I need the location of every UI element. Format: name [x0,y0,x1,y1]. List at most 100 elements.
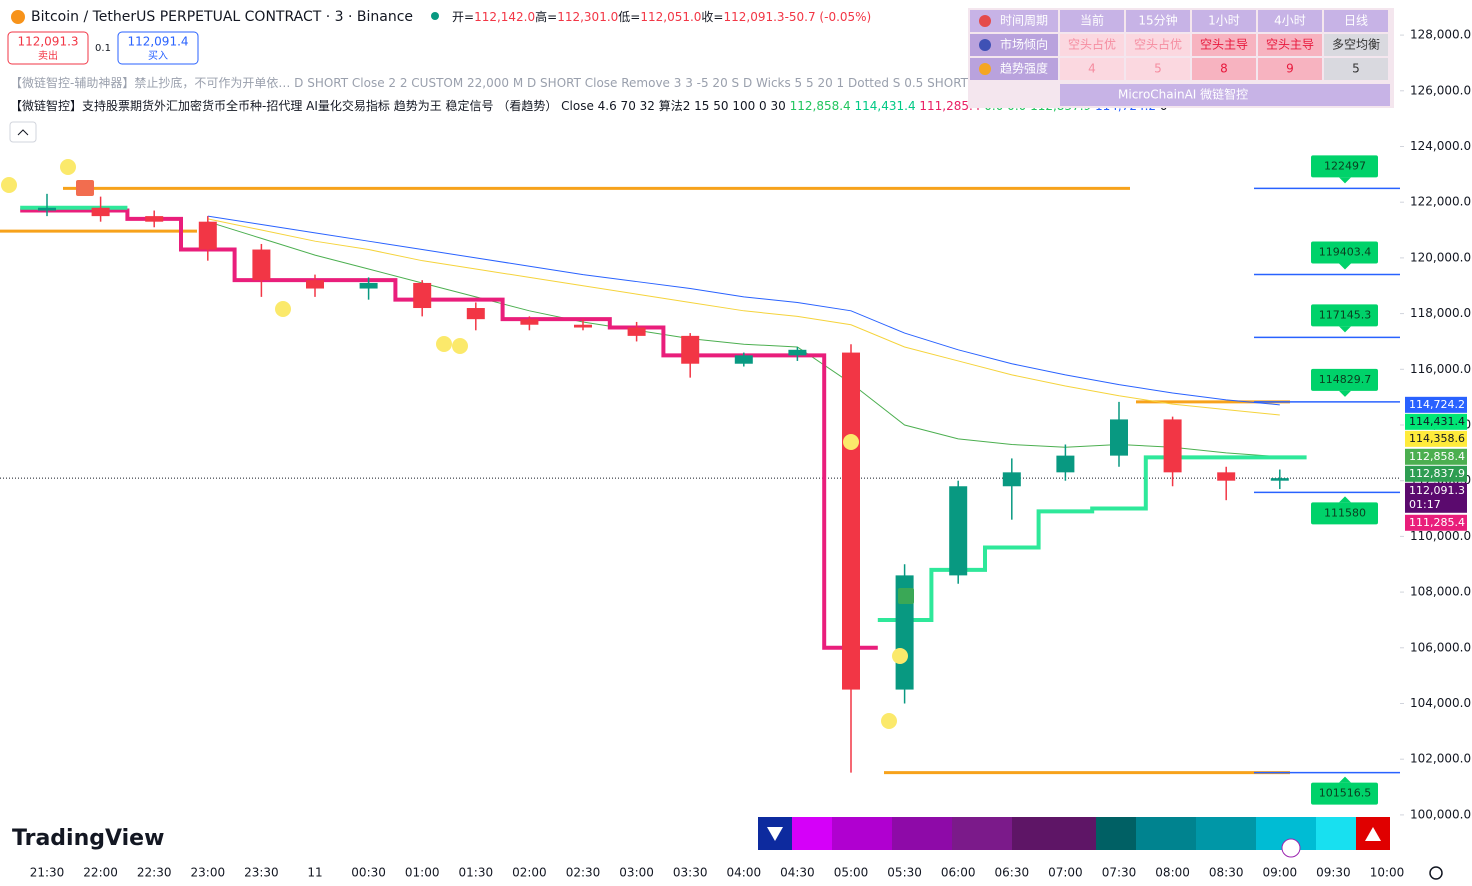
trend-bar [758,817,1390,858]
table-cell [1126,10,1190,32]
candle-body [413,282,432,309]
ohlc-item: 高= [535,9,557,24]
indicator-line [207,218,1280,416]
indicator-line [20,208,878,650]
table-text: 市场倾向 [1000,37,1048,52]
y-tick-label: 100,000.0 [1410,807,1471,821]
indicator-line: 【微链智控】支持股票期货外汇加密货币全币种-招代理 AI量化交易指标 趋势为王 … [10,98,1168,113]
ohlc-legend: 开=112,142.0高=112,301.0低=112,051.0收=112,0… [452,9,871,24]
level-pointer [1339,177,1351,184]
level-pointer [1339,776,1351,783]
price-label: 112,091.3 [1409,484,1465,497]
level-box [1311,782,1378,805]
table-cell [970,10,1058,32]
table-cell [970,34,1058,56]
price-label-bg [1405,413,1467,430]
table-text: 趋势强度 [1000,61,1048,76]
x-tick-label: 04:00 [727,866,762,880]
table-text: 时间周期 [1000,14,1048,28]
y-tick-label: 106,000.0 [1410,640,1471,654]
table-text: 5 [1352,62,1360,76]
level-label: 122497 [1324,159,1366,172]
y-tick-label: 124,000.0 [1410,139,1471,153]
chart-title: Bitcoin / TetherUS PERPETUAL CONTRACT · … [31,9,413,25]
table-text: 空头主导 [1266,38,1314,52]
ohlc-item: 112,091.3 [723,10,784,24]
coin-icon [11,10,25,24]
x-tick-label: 01:00 [405,866,440,880]
candle-body [1002,472,1021,487]
candle-body [466,308,485,320]
table-text: 5 [1154,62,1162,76]
table-cell [970,58,1058,80]
settings-icon[interactable] [1429,866,1443,880]
x-tick-label: 07:30 [1102,866,1137,880]
x-tick-label: 05:00 [834,866,869,880]
x-tick-label: 10:00 [1370,866,1405,880]
table-cell [1192,34,1256,56]
x-tick-label: 02:00 [512,866,547,880]
candle-body [574,324,592,328]
candle-body [1163,419,1182,473]
price-label: 114,358.6 [1409,432,1465,445]
level-box [1311,241,1378,264]
table-text: 4小时 [1274,14,1306,28]
level-box [1311,502,1378,525]
x-tick-label: 09:00 [1263,866,1298,880]
x-tick-label: 22:30 [137,866,172,880]
candle-body [1056,455,1075,473]
ohlc-item: 收= [701,10,723,24]
table-cell [1126,58,1190,80]
indicator-line [207,221,1280,458]
price-label: 112,858.4 [1409,450,1465,463]
level-box [1311,304,1378,327]
level-pointer [1339,326,1351,333]
price-label: 114,431.4 [1409,415,1465,428]
table-icon [979,15,991,27]
price-label-bg [1405,465,1467,482]
table-footer: MicroChainAI 微链智控 [1118,87,1248,102]
x-tick-label: 03:00 [619,866,654,880]
buy-price: 112,091.4 [127,35,188,49]
price-label-bg [1405,448,1467,465]
indicator-segment: 112,858.4 [790,99,855,113]
level-label: 101516.5 [1319,787,1372,800]
buy-button[interactable] [117,31,199,65]
signal-tag [898,588,914,604]
candle-body [627,327,646,336]
price-label-bg [1405,482,1467,513]
table-cell [1324,34,1388,56]
ohlc-item: 112,301.0 [557,10,618,24]
x-tick-label: 08:30 [1209,866,1244,880]
table-cell [1060,58,1124,80]
candle-body [198,221,217,250]
table-text: 15分钟 [1138,13,1177,28]
candle-body [681,335,700,364]
x-tick-label: 21:30 [30,866,65,880]
level-label: 111580 [1324,506,1366,519]
table-text: 9 [1286,62,1294,76]
price-label-bg [1405,430,1467,447]
sell-button[interactable] [7,31,89,65]
y-tick-label: 116,000.0 [1410,362,1471,376]
sell-price: 112,091.3 [17,35,78,49]
indicator-segment: 114,431.4 [855,99,920,113]
x-tick-label: 06:00 [941,866,976,880]
status-dot [431,12,439,20]
table-text: 1小时 [1208,14,1240,28]
x-tick-label: 22:00 [83,866,118,880]
y-tick-label: 122,000.0 [1410,195,1471,209]
candle-body [520,319,539,325]
collapse-button[interactable] [9,121,37,143]
candle-body [359,282,378,289]
brand: TradingView [12,826,164,851]
x-tick-label: 08:00 [1155,866,1190,880]
level-box [1311,368,1378,391]
ohlc-item: 开= [452,10,474,24]
y-tick-label: 128,000.0 [1410,28,1471,42]
table-text: 多空均衡 [1332,38,1380,52]
table-cell [1258,10,1322,32]
x-tick-label: 06:30 [995,866,1030,880]
price-label: 114,724.2 [1409,398,1465,411]
table-text: 4 [1088,62,1096,76]
